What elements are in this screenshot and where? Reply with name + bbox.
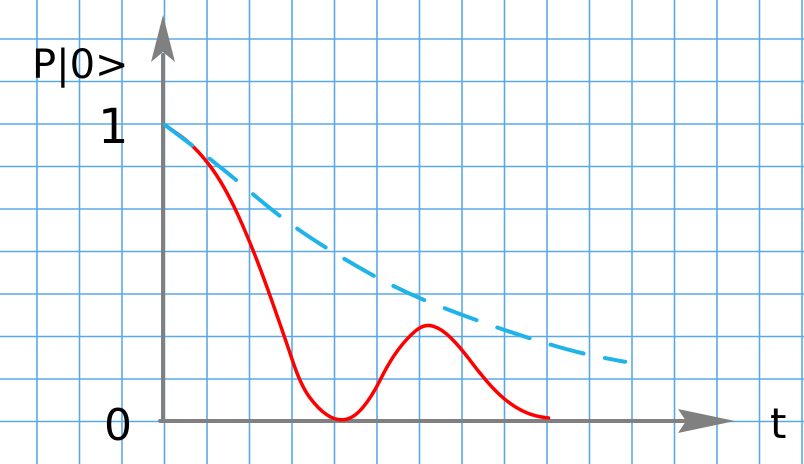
x-axis-label: t — [770, 399, 786, 448]
y-axis-label: P|0> — [32, 42, 129, 88]
series-oscillation-line — [163, 123, 551, 422]
axes — [151, 15, 735, 433]
x-axis-arrowhead — [678, 409, 735, 433]
y-tick-label-0: 0 — [104, 400, 132, 451]
y-tick-label-1: 1 — [98, 99, 129, 155]
series-envelope-line — [163, 123, 628, 364]
plot-area — [163, 123, 628, 422]
y-axis-arrowhead — [151, 15, 175, 62]
